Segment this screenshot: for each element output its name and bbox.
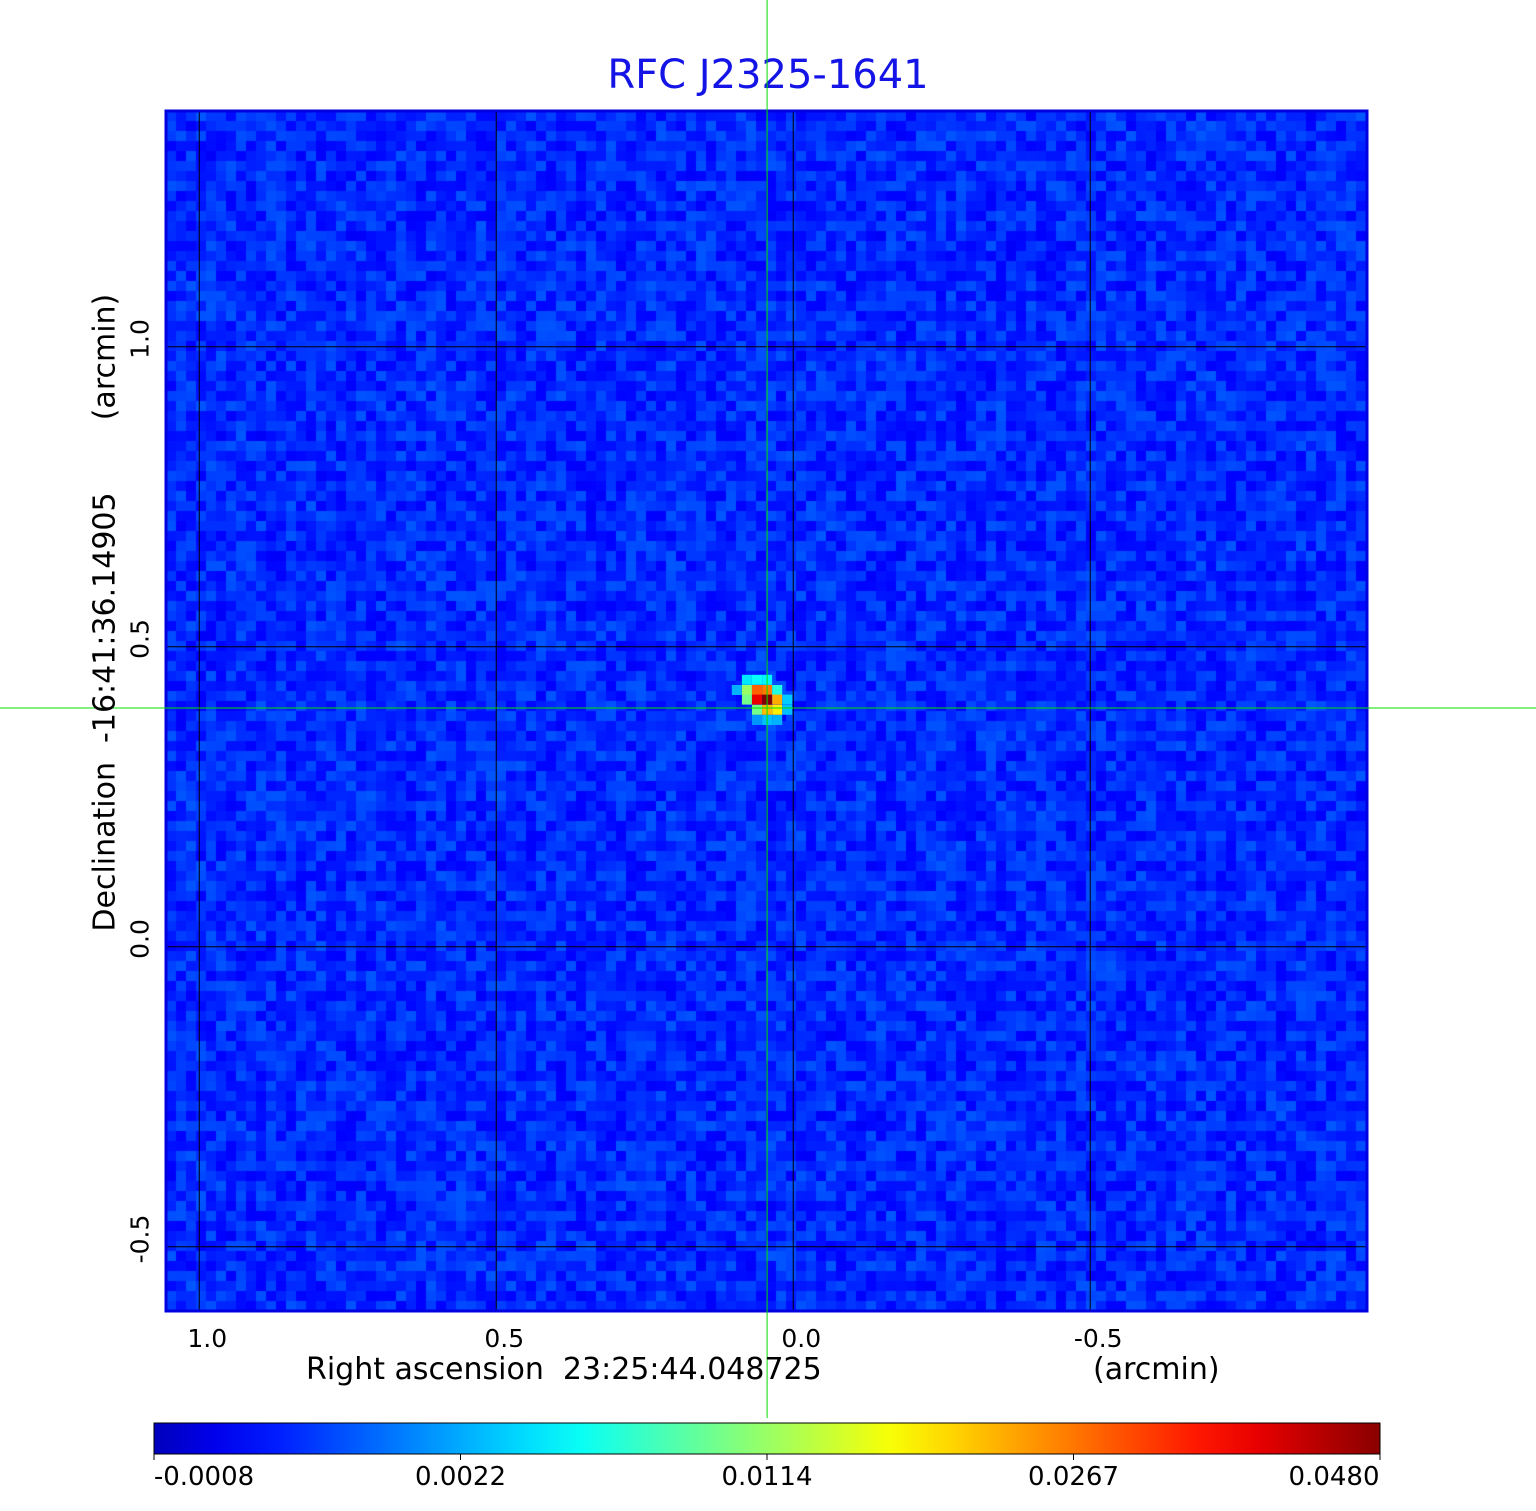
- source-pixel: [772, 704, 783, 715]
- colorbar: [153, 1422, 1381, 1455]
- source-pixel: [772, 685, 783, 695]
- chart-title: RFC J2325-1641: [607, 52, 929, 98]
- source-pixel: [751, 694, 762, 705]
- source-pixel: [741, 694, 752, 705]
- y-tick-label: 0.0: [125, 918, 155, 959]
- source-pixels: [731, 674, 793, 725]
- colorbar-tick-label: 0.0480: [1288, 1462, 1380, 1492]
- source-pixel: [751, 704, 762, 715]
- source-pixel: [772, 715, 783, 725]
- crosshair: [0, 0, 1536, 1418]
- x-tick-label: 0.5: [484, 1324, 525, 1353]
- source-pixel: [741, 674, 752, 685]
- x-axis-unit: (arcmin): [1093, 1352, 1220, 1387]
- y-axis-unit-text: (arcmin): [87, 293, 123, 421]
- colorbar-tick-label: -0.0008: [153, 1462, 255, 1492]
- colorbar-tick-label: 0.0114: [721, 1462, 813, 1492]
- y-axis-unit: (arcmin): [88, 294, 123, 421]
- plot-frame: [164, 109, 1369, 1313]
- y-tick-label: -0.5: [125, 1214, 155, 1264]
- y-tick-label: 1.0: [125, 318, 155, 359]
- source-pixel: [751, 674, 762, 685]
- x-axis-label: Right ascension 23:25:44.048725: [306, 1352, 822, 1387]
- y-axis-label: Declination -16:41:36.14905: [88, 492, 123, 931]
- source-pixel: [751, 715, 762, 725]
- colorbar-ticks: [153, 1454, 1381, 1460]
- x-tick-label: 0.0: [781, 1324, 822, 1353]
- colorbar-tick-label: 0.0267: [1028, 1462, 1119, 1492]
- grid-lines: [166, 111, 1367, 1311]
- y-axis-label-text: Declination -16:41:36.14905: [87, 492, 123, 932]
- source-pixel: [772, 694, 783, 705]
- source-pixel: [782, 704, 793, 715]
- x-tick-label: 1.0: [187, 1324, 228, 1353]
- source-pixel: [731, 685, 742, 695]
- colorbar-tick-label: 0.0022: [415, 1462, 506, 1492]
- x-tick-label: -0.5: [1073, 1324, 1123, 1353]
- source-pixel: [751, 685, 762, 695]
- source-pixel: [741, 685, 752, 695]
- source-pixel: [782, 694, 793, 705]
- y-tick-label: 0.5: [125, 618, 155, 659]
